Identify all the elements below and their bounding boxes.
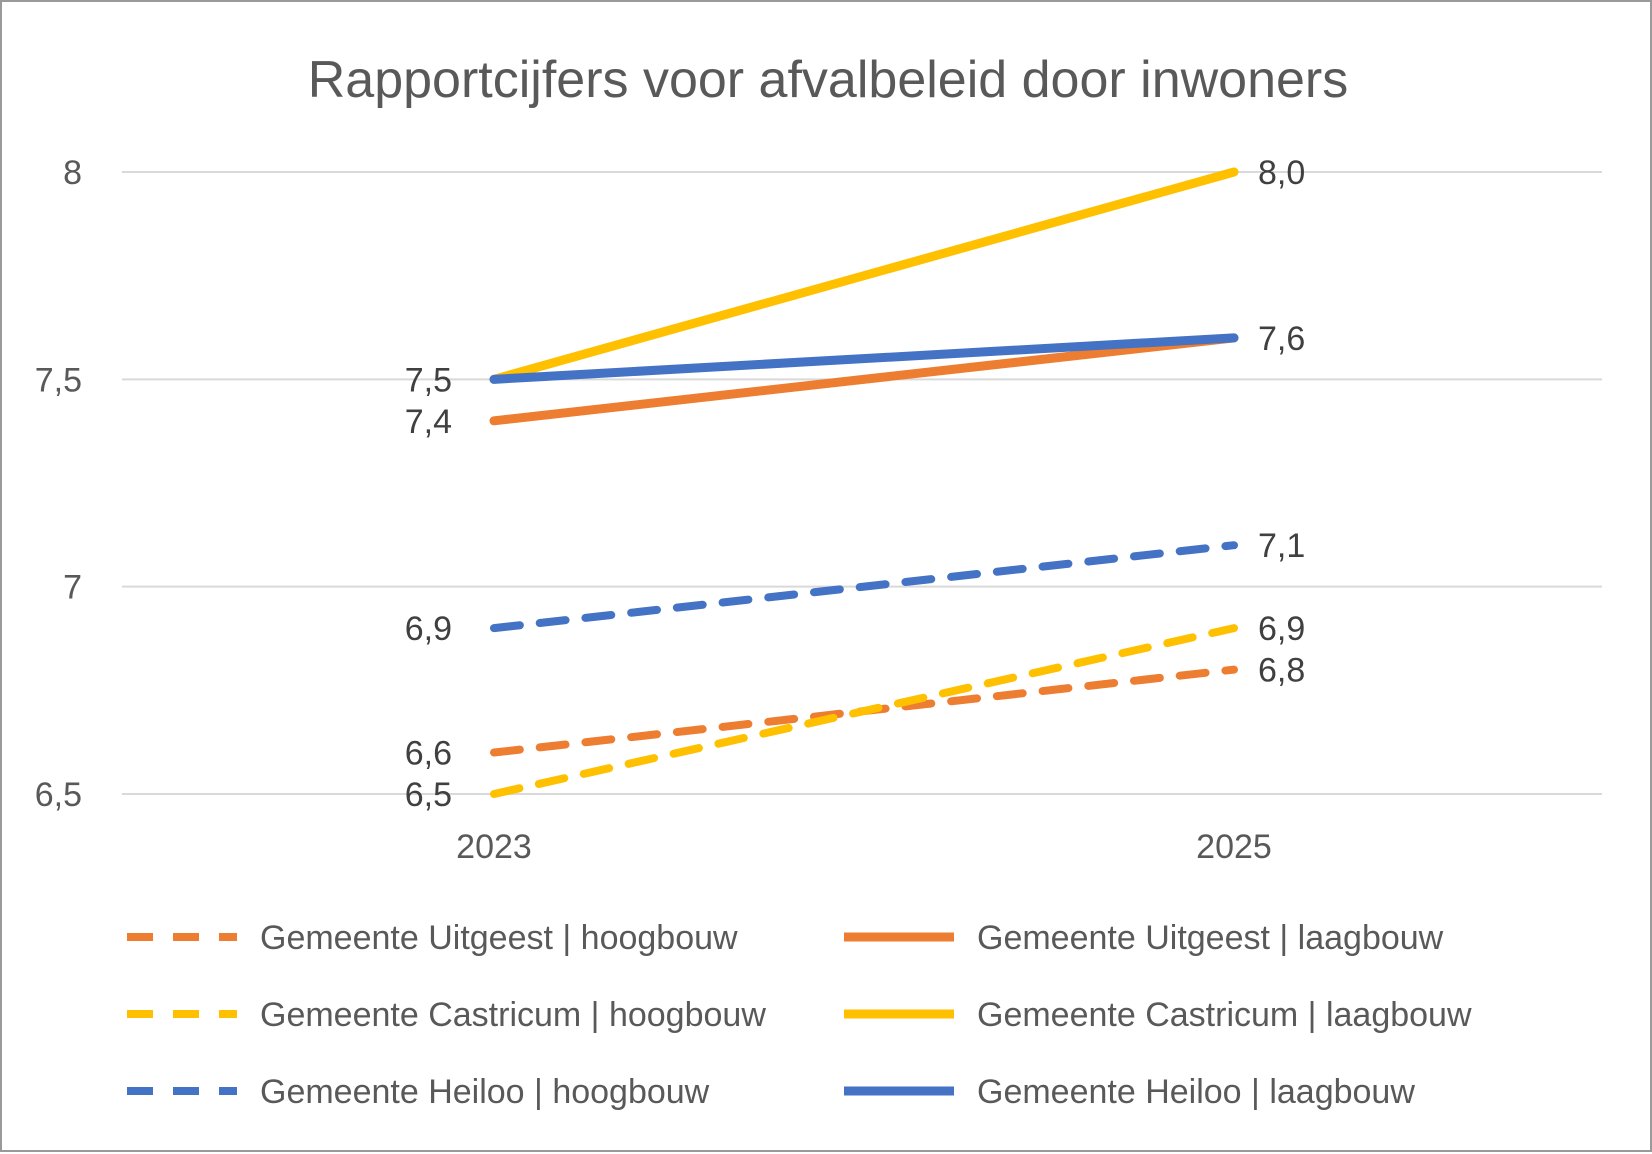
gridlines	[122, 171, 1602, 795]
data-label: 7,1	[1258, 527, 1305, 565]
legend-label: Gemeente Castricum | hoogbouw	[260, 996, 766, 1034]
legend-label: Gemeente Castricum | laagbouw	[977, 996, 1472, 1034]
data-label: 6,6	[405, 735, 452, 773]
y-tick-label: 6,5	[35, 776, 82, 814]
series-line	[489, 333, 1239, 384]
y-tick-label: 8	[63, 154, 82, 192]
data-label: 7,5	[405, 361, 452, 399]
legend-item: Gemeente Heiloo | laagbouw	[844, 1073, 1415, 1111]
chart-title: Rapportcijfers voor afvalbeleid door inw…	[308, 51, 1349, 109]
y-tick-label: 7,5	[35, 361, 82, 399]
data-label: 6,5	[405, 776, 452, 814]
x-axis-ticks: 2023 2025	[456, 828, 1272, 866]
legend-item: Gemeente Castricum | hoogbouw	[127, 996, 766, 1034]
x-tick-label: 2025	[1196, 828, 1272, 866]
legend-label: Gemeente Uitgeest | laagbouw	[977, 919, 1444, 957]
legend-item: Gemeente Heiloo | hoogbouw	[127, 1073, 710, 1111]
legend-label: Gemeente Uitgeest | hoogbouw	[260, 919, 738, 957]
data-label: 6,9	[1258, 610, 1305, 648]
data-labels: 6,6 6,8 7,4 6,5 6,9 8,0 6,9 7,1 7,5 7,6	[405, 154, 1306, 814]
series-line	[489, 333, 1239, 426]
legend-item: Gemeente Uitgeest | hoogbouw	[127, 919, 738, 957]
y-axis-ticks: 6,5 7 7,5 8	[35, 154, 82, 814]
series-line	[490, 624, 1238, 798]
legend-item: Gemeente Castricum | laagbouw	[844, 996, 1472, 1034]
data-label: 6,8	[1258, 652, 1305, 690]
series-line	[490, 541, 1238, 633]
x-tick-label: 2023	[456, 828, 532, 866]
data-label: 7,6	[1258, 320, 1305, 358]
legend-item: Gemeente Uitgeest | laagbouw	[844, 919, 1444, 957]
data-label: 8,0	[1258, 154, 1305, 192]
legend-label: Gemeente Heiloo | laagbouw	[977, 1073, 1415, 1111]
legend: Gemeente Uitgeest | hoogbouw Gemeente Uit…	[127, 919, 1472, 1111]
series-lines	[489, 167, 1239, 798]
series-line	[489, 167, 1239, 384]
data-label: 6,9	[405, 610, 452, 648]
y-tick-label: 7	[63, 569, 82, 607]
data-label: 7,4	[405, 403, 452, 441]
legend-label: Gemeente Heiloo | hoogbouw	[260, 1073, 710, 1111]
